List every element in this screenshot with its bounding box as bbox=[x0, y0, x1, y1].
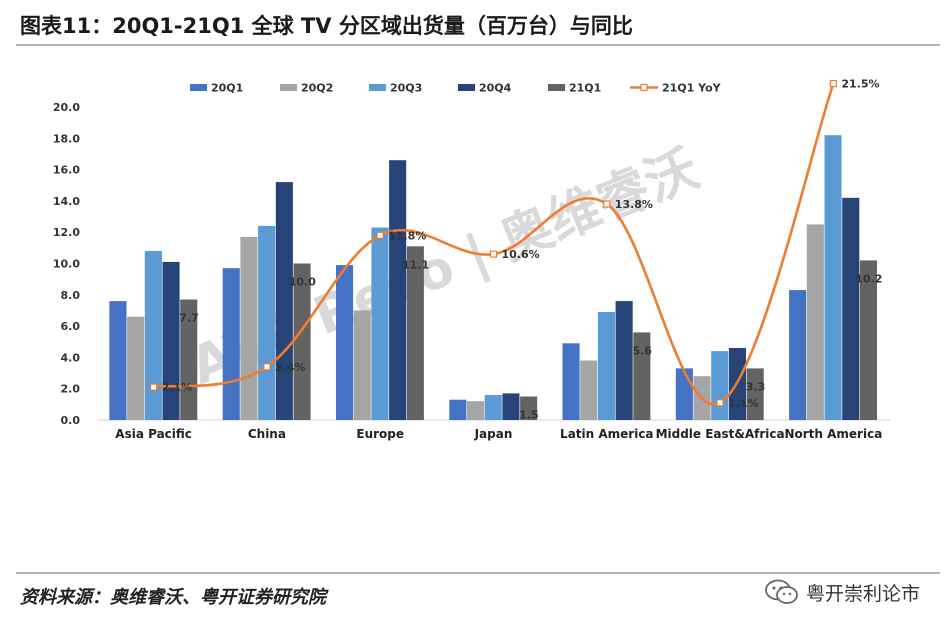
bar-20Q2 bbox=[240, 236, 258, 420]
bar-20Q1 bbox=[675, 368, 693, 420]
category-label: Middle East&Africa bbox=[656, 427, 785, 441]
bar-20Q1 bbox=[449, 399, 467, 420]
legend-swatch-20Q4 bbox=[458, 84, 475, 91]
x-axis: Asia Pacific China Europe Japan Latin Americ… bbox=[115, 427, 882, 441]
bar-21Q1 bbox=[180, 299, 198, 420]
bar-20Q2 bbox=[467, 401, 485, 420]
top-divider bbox=[16, 44, 940, 46]
legend-label: 20Q1 bbox=[211, 82, 243, 95]
bar-21Q1 bbox=[293, 263, 311, 420]
yoy-point bbox=[263, 363, 271, 371]
bar-20Q4 bbox=[162, 261, 180, 420]
bar-20Q1 bbox=[789, 290, 807, 420]
legend-marker-yoy bbox=[640, 83, 648, 92]
bar-20Q3 bbox=[258, 225, 276, 420]
account-badge: 粤开崇利论市 bbox=[764, 578, 920, 606]
legend-swatch-20Q1 bbox=[190, 84, 207, 91]
bar-20Q2 bbox=[127, 316, 145, 420]
bar-20Q4 bbox=[842, 197, 860, 420]
legend-label: 20Q3 bbox=[390, 82, 422, 95]
yoy-line bbox=[150, 79, 837, 407]
bottom-divider bbox=[16, 572, 940, 574]
legend-label: 21Q1 bbox=[569, 82, 601, 95]
bar-20Q3 bbox=[824, 135, 842, 420]
data-labels: 7.7 10.0 11.1 1.5 5.6 3.3 10.2 2.1% 3.4% 11.8% 10.… bbox=[162, 78, 883, 422]
wechat-icon bbox=[765, 579, 798, 604]
bar-20Q3 bbox=[711, 351, 729, 420]
yoy-point bbox=[489, 250, 498, 258]
yoy-value-label: 1.1% bbox=[728, 397, 759, 410]
bars bbox=[109, 135, 877, 420]
bar-20Q2 bbox=[353, 310, 371, 420]
category-label: Japan bbox=[474, 427, 513, 441]
account-name: 粤开崇利论市 bbox=[805, 582, 920, 605]
bar-20Q4 bbox=[275, 182, 293, 420]
yoy-value-label: 10.6% bbox=[502, 248, 540, 261]
y-tick-label: 16.0 bbox=[53, 164, 80, 177]
bar-21Q1 bbox=[520, 396, 538, 420]
y-tick-label: 0.0 bbox=[61, 414, 81, 427]
legend-swatch-21Q1 bbox=[548, 84, 565, 91]
yoy-line-path bbox=[153, 83, 835, 406]
yoy-value-label: 13.8% bbox=[615, 198, 653, 211]
bar-20Q1 bbox=[336, 265, 354, 420]
y-tick-label: 6.0 bbox=[61, 320, 81, 333]
legend-label: 21Q1 YoY bbox=[662, 82, 722, 95]
bar-21Q1 bbox=[406, 246, 424, 420]
yoy-value-label: 2.1% bbox=[162, 381, 193, 394]
bar-20Q3 bbox=[144, 251, 162, 420]
y-tick-label: 12.0 bbox=[53, 226, 80, 239]
category-label: Asia Pacific bbox=[115, 427, 192, 441]
yoy-point bbox=[603, 200, 611, 208]
y-axis: 0.0 2.0 4.0 6.0 8.0 10.0 12.0 14.0 16.0 18.0 20.0 bbox=[53, 101, 890, 427]
y-tick-label: 14.0 bbox=[53, 195, 80, 208]
y-tick-label: 4.0 bbox=[61, 351, 81, 364]
bar-20Q4 bbox=[502, 393, 520, 420]
bar-20Q3 bbox=[597, 312, 615, 420]
bar-value-label: 1.5 bbox=[519, 409, 539, 422]
y-tick-label: 2.0 bbox=[61, 383, 81, 396]
bar-20Q4 bbox=[389, 160, 407, 420]
bar-value-label: 11.1 bbox=[402, 258, 429, 271]
bar-20Q2 bbox=[580, 360, 598, 420]
bar-20Q1 bbox=[109, 301, 127, 420]
bar-20Q3 bbox=[484, 395, 502, 420]
bar-20Q3 bbox=[371, 227, 389, 420]
yoy-point bbox=[150, 383, 158, 391]
chart-title: 图表11：20Q1-21Q1 全球 TV 分区域出货量（百万台）与同比 bbox=[20, 14, 633, 38]
yoy-value-label: 11.8% bbox=[388, 229, 426, 242]
bar-value-label: 3.3 bbox=[746, 380, 766, 393]
source-note: 资料来源：奥维睿沃、粤开证券研究院 bbox=[20, 587, 326, 608]
y-tick-label: 20.0 bbox=[53, 101, 80, 114]
legend: 20Q1 20Q2 20Q3 20Q4 21Q1 21Q1 YoY bbox=[190, 82, 722, 95]
category-label: North America bbox=[784, 427, 882, 441]
category-label: China bbox=[248, 427, 286, 441]
yoy-point bbox=[376, 231, 384, 239]
legend-label: 20Q4 bbox=[479, 82, 512, 95]
bar-20Q4 bbox=[615, 301, 633, 420]
legend-swatch-20Q3 bbox=[369, 84, 386, 91]
tv-shipment-chart: AVC Revo | 奥维睿沃 0.02.04.06.08.010.012.01… bbox=[53, 78, 890, 441]
yoy-value-label: 21.5% bbox=[841, 78, 879, 91]
bar-value-label: 10.0 bbox=[289, 276, 316, 289]
bar-value-label: 5.6 bbox=[632, 344, 652, 357]
legend-label: 20Q2 bbox=[301, 82, 333, 95]
yoy-point bbox=[716, 399, 724, 407]
bar-20Q1 bbox=[222, 268, 240, 420]
bar-20Q2 bbox=[806, 224, 824, 420]
bar-value-label: 10.2 bbox=[855, 272, 882, 285]
bar-21Q1 bbox=[633, 332, 651, 420]
bar-20Q1 bbox=[562, 343, 580, 420]
bar-value-label: 7.7 bbox=[179, 312, 199, 325]
bar-21Q1 bbox=[859, 260, 877, 420]
y-tick-label: 8.0 bbox=[61, 289, 81, 302]
y-tick-label: 10.0 bbox=[53, 258, 80, 271]
category-label: Europe bbox=[356, 427, 404, 441]
yoy-point bbox=[829, 79, 837, 88]
bar-21Q1 bbox=[746, 368, 764, 420]
category-label: Latin America bbox=[560, 427, 654, 441]
y-tick-label: 18.0 bbox=[53, 132, 80, 145]
legend-swatch-20Q2 bbox=[280, 84, 297, 91]
yoy-value-label: 3.4% bbox=[275, 361, 306, 374]
